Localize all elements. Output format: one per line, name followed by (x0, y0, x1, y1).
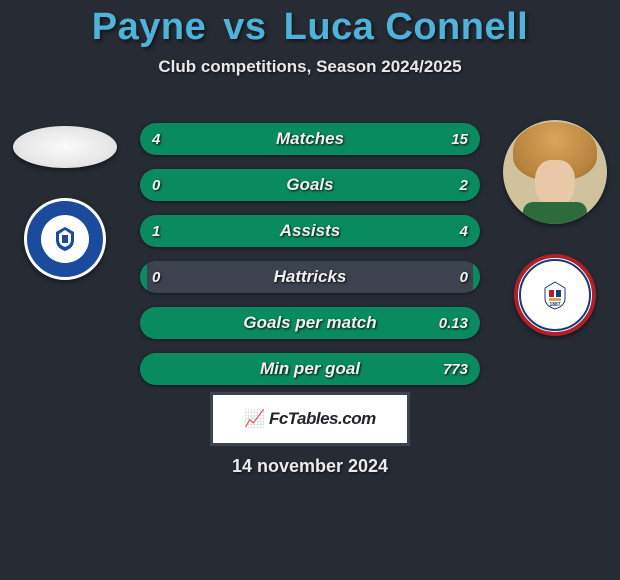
right-column: 1887 (500, 120, 610, 336)
stat-label: Matches (140, 123, 480, 155)
stat-row: 1Assists4 (140, 215, 480, 247)
player2-shirt (523, 202, 587, 224)
wigan-badge-inner (45, 219, 85, 259)
stat-row: Goals per match0.13 (140, 307, 480, 339)
stat-value-right: 0.13 (439, 307, 468, 339)
player2-photo (503, 120, 607, 224)
chart-icon: 📈 (244, 409, 265, 429)
stat-label: Goals per match (140, 307, 480, 339)
player1-photo (13, 126, 117, 168)
stat-label: Min per goal (140, 353, 480, 385)
source-logo: 📈FcTables.com (244, 409, 375, 429)
subtitle: Club competitions, Season 2024/2025 (0, 57, 620, 77)
date-label: 14 november 2024 (0, 456, 620, 477)
footer-source-badge: 📈FcTables.com (210, 392, 410, 446)
vs-separator: vs (223, 6, 266, 48)
stat-label: Assists (140, 215, 480, 247)
left-column (10, 120, 120, 280)
stat-row: 4Matches15 (140, 123, 480, 155)
player1-name: Payne (92, 6, 206, 48)
player2-name: Luca Connell (284, 6, 529, 48)
stat-row: Min per goal773 (140, 353, 480, 385)
stat-label: Hattricks (140, 261, 480, 293)
stat-value-right: 15 (451, 123, 468, 155)
stat-value-right: 773 (443, 353, 468, 385)
stat-value-right: 2 (460, 169, 468, 201)
barnsley-crest-icon: 1887 (538, 278, 572, 312)
player1-club-badge (24, 198, 106, 280)
player2-face (535, 160, 575, 208)
stat-label: Goals (140, 169, 480, 201)
barnsley-center: 1887 (533, 273, 577, 317)
comparison-title: Payne vs Luca Connell (0, 0, 620, 49)
stat-value-right: 4 (460, 215, 468, 247)
svg-text:1887: 1887 (549, 302, 560, 308)
stats-bars: 4Matches150Goals21Assists40Hattricks0Goa… (140, 123, 480, 385)
source-name: FcTables.com (269, 409, 376, 428)
player2-club-badge: 1887 (514, 254, 596, 336)
wigan-crest-icon (50, 224, 80, 254)
stat-row: 0Hattricks0 (140, 261, 480, 293)
stat-value-right: 0 (460, 261, 468, 293)
stat-row: 0Goals2 (140, 169, 480, 201)
